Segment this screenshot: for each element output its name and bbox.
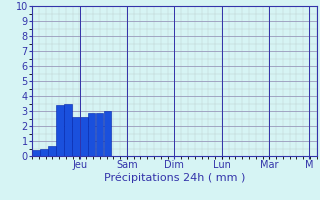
X-axis label: Précipitations 24h ( mm ): Précipitations 24h ( mm ) — [104, 173, 245, 183]
Bar — [80, 117, 87, 156]
Bar — [32, 150, 40, 156]
Bar — [56, 105, 64, 156]
Bar — [48, 146, 56, 156]
Bar — [104, 111, 111, 156]
Bar — [40, 148, 48, 156]
Bar — [96, 112, 103, 156]
Bar — [72, 117, 80, 156]
Bar — [88, 112, 95, 156]
Bar — [64, 104, 72, 156]
